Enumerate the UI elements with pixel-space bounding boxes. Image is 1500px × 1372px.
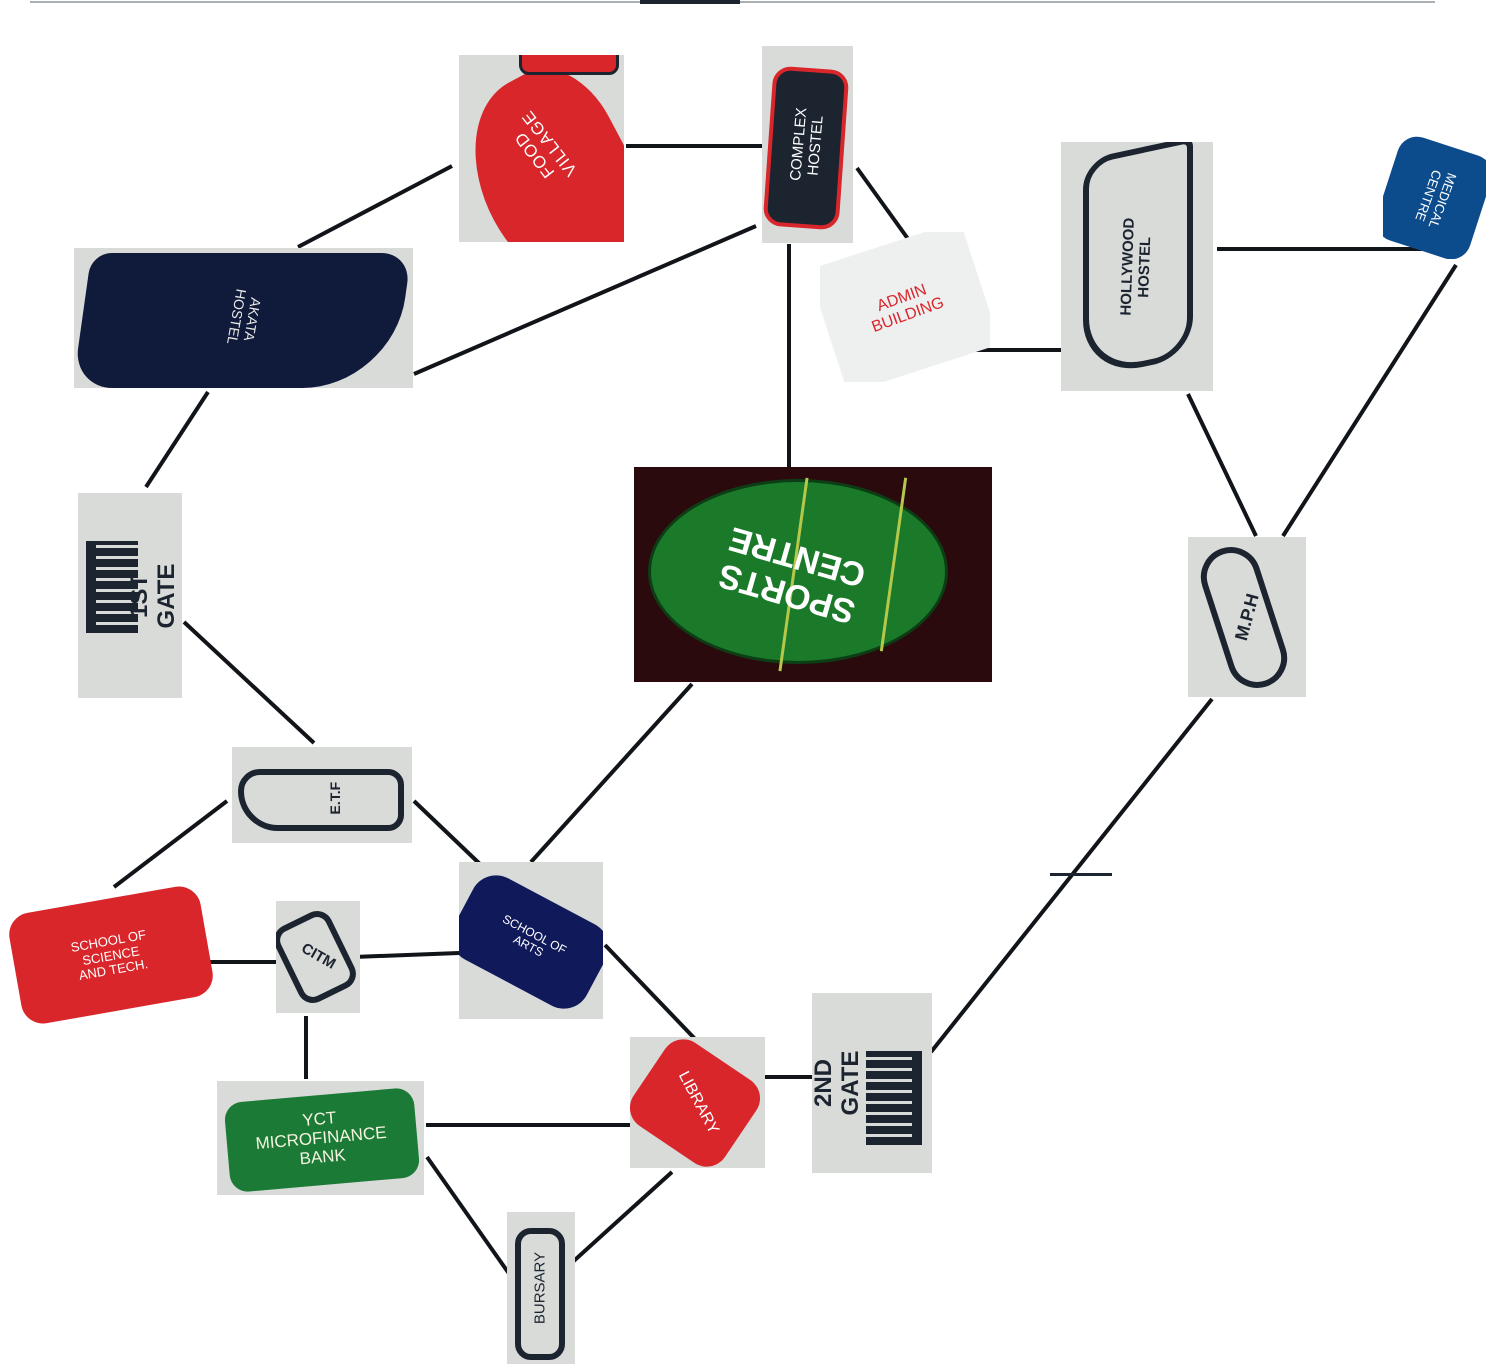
edge-complex-hostel-akata-hostel	[413, 224, 757, 376]
edge-food-village-akata-hostel	[297, 164, 453, 249]
node-sports-centre: SPORTS CENTRE	[634, 467, 992, 682]
node-second-gate: 2ND GATE	[812, 993, 932, 1173]
edge-etf-school-science-tech	[112, 799, 229, 889]
node-yct-bank: YCT MICROFINANCE BANK	[217, 1081, 424, 1195]
bursary-outline	[515, 1228, 565, 1360]
edge-complex-hostel-admin-building	[855, 166, 918, 252]
node-admin-building: ADMIN BUILDING	[820, 232, 990, 382]
yct-bank-label: YCT MICROFINANCE BANK	[254, 1108, 387, 1169]
node-akata-hostel: AKATA HOSTEL	[74, 248, 413, 388]
node-bursary: BURSARY	[507, 1212, 575, 1364]
edge-medical-centre-mph	[1281, 263, 1458, 538]
node-complex-hostel: COMPLEX HOSTEL	[762, 46, 853, 243]
node-mph: M.P.H	[1188, 537, 1306, 697]
node-food-village: FOOD VILLAGE	[459, 55, 624, 242]
node-school-science-tech: SCHOOL OF SCIENCE AND TECH.	[4, 885, 218, 1027]
node-hollywood-hostel: HOLLYWOOD HOSTEL	[1061, 142, 1213, 391]
node-library: LIBRARY	[630, 1037, 765, 1168]
edge-school-arts-library	[603, 943, 699, 1043]
node-citm: CITM	[276, 901, 360, 1013]
edge-sports-centre-school-arts	[529, 682, 694, 864]
bursary-label: BURSARY	[531, 1251, 549, 1325]
node-etf: E.T.F	[232, 747, 412, 843]
node-medical-centre: MEDICAL CENTRE	[1383, 136, 1486, 259]
second-gate-icon	[866, 1051, 922, 1145]
etf-label: E.T.F	[327, 781, 344, 815]
sports-centre-field	[648, 479, 948, 664]
edge-akata-hostel-first-gate	[144, 390, 210, 489]
edge-etf-school-arts	[412, 799, 484, 868]
edge-first-gate-etf	[182, 620, 316, 745]
first-gate-label: 1ST GATE	[126, 563, 180, 628]
complex-hostel-label: COMPLEX HOSTEL	[786, 106, 827, 181]
edge-hollywood-hostel-mph	[1186, 393, 1258, 537]
etf-outline	[238, 769, 404, 831]
node-school-arts: SCHOOL OF ARTS	[459, 862, 603, 1019]
hollywood-hostel-label: HOLLYWOOD HOSTEL	[1117, 217, 1155, 316]
food-village-top-shape	[519, 55, 619, 75]
second-gate-label: 2ND GATE	[812, 1050, 865, 1116]
first-gate-icon	[86, 541, 138, 633]
node-first-gate: 1ST GATE	[78, 493, 182, 698]
stray-mark	[1050, 873, 1112, 876]
edge-yct-bank-bursary	[425, 1155, 512, 1277]
edge-citm-school-arts	[353, 951, 460, 959]
edge-bursary-library	[564, 1170, 674, 1270]
